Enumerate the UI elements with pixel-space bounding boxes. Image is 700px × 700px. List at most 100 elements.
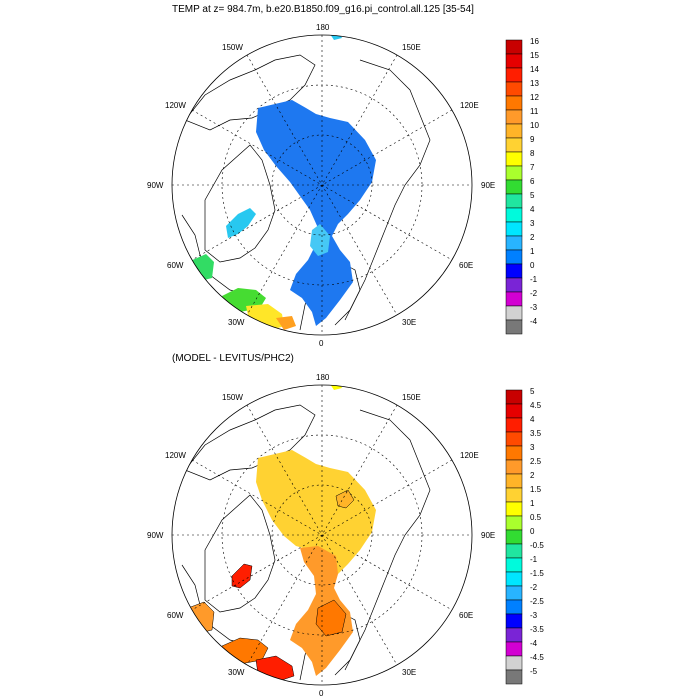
top-panel-title: TEMP at z= 984.7m, b.e20.B1850.f09_g16.p…	[172, 4, 474, 15]
top-colorbar-label: 10	[530, 121, 539, 130]
top-colorbar-swatch	[505, 95, 523, 111]
top-colorbar-label: 12	[530, 93, 539, 102]
bottom-colorbar-label: 3	[530, 443, 535, 452]
bottom-colorbar-swatch	[505, 585, 523, 601]
top-colorbar-swatch	[505, 207, 523, 223]
bottom-coastline-siberia	[344, 409, 431, 671]
top-map-border	[171, 34, 473, 336]
top-colorbar-label: 9	[530, 135, 535, 144]
bottom-field-barents	[315, 599, 347, 637]
bottom-lon-label-30w: 30W	[228, 668, 245, 677]
top-colorbar-swatch	[505, 235, 523, 251]
bottom-lon-label-180: 180	[316, 373, 330, 382]
top-colorbar-swatch	[505, 165, 523, 181]
bottom-colorbar-swatch	[505, 669, 523, 685]
top-colorbar-swatch	[505, 305, 523, 321]
top-colorbar-label: -4	[530, 317, 538, 326]
top-colorbar-swatch	[505, 137, 523, 153]
bottom-lon-label-60e: 60E	[459, 611, 473, 620]
bottom-colorbar-swatch	[505, 403, 523, 419]
top-colorbar-label: 16	[530, 37, 539, 46]
bottom-colorbar-label: 2.5	[530, 457, 542, 466]
top-colorbar-swatch	[505, 53, 523, 69]
bottom-colorbar-label: 2	[530, 471, 535, 480]
top-field-fram-strait	[310, 224, 330, 256]
bottom-colorbar-swatch	[505, 459, 523, 475]
top-colorbar-label: 0	[530, 261, 535, 270]
top-colorbar-label: 3	[530, 219, 535, 228]
bottom-colorbar-label: 1	[530, 499, 535, 508]
top-field-bering	[330, 35, 342, 40]
top-lon-label-180: 180	[316, 23, 330, 32]
bottom-lon-label-0: 0	[319, 689, 324, 698]
top-colorbar-label: 2	[530, 233, 535, 242]
top-colorbar-swatch	[505, 123, 523, 139]
top-colorbar-swatch	[505, 277, 523, 293]
bottom-colorbar-label: 5	[530, 387, 535, 396]
bottom-colorbar-swatch	[505, 445, 523, 461]
bottom-colorbar-label: 1.5	[530, 485, 542, 494]
bottom-colorbar-label: -1	[530, 555, 538, 564]
bottom-field-bering	[330, 385, 342, 390]
top-colorbar-label: -3	[530, 303, 538, 312]
top-colorbar-swatch	[505, 109, 523, 125]
bottom-colorbar-swatch	[505, 529, 523, 545]
bottom-colorbar-label: -1.5	[530, 569, 544, 578]
bottom-lon-label-30e: 30E	[402, 668, 416, 677]
bottom-colorbar-swatch	[505, 515, 523, 531]
top-lon-label-30w: 30W	[228, 318, 245, 327]
top-colorbar-swatch	[505, 67, 523, 83]
bottom-lon-label-150w: 150W	[222, 393, 243, 402]
bottom-map-border	[171, 384, 473, 686]
top-polar-map: 180 150E 150W 120W 120E 90W 90E 60W 60E …	[147, 23, 539, 348]
top-lon-label-120w: 120W	[165, 101, 186, 110]
top-coastline-canada	[184, 54, 316, 131]
top-lon-label-120e: 120E	[460, 101, 479, 110]
top-lon-label-150w: 150W	[222, 43, 243, 52]
top-colorbar-swatch	[505, 39, 523, 55]
bottom-coastline-canada	[184, 404, 316, 481]
bottom-colorbar-swatch	[505, 627, 523, 643]
top-colorbar-swatch	[505, 221, 523, 237]
top-coastline-siberia	[344, 59, 431, 321]
bottom-colorbar-label: 4	[530, 415, 535, 424]
top-colorbar-swatch	[505, 291, 523, 307]
bottom-colorbar-label: -3.5	[530, 625, 544, 634]
top-coastline-greenland	[204, 144, 276, 263]
bottom-lon-label-150e: 150E	[402, 393, 421, 402]
bottom-colorbar-swatch	[505, 557, 523, 573]
bottom-colorbar-label: -4	[530, 639, 538, 648]
bottom-colorbar-swatch	[505, 431, 523, 447]
bottom-colorbar-label: 4.5	[530, 401, 542, 410]
bottom-colorbar-label: -5	[530, 667, 538, 676]
top-colorbar-label: -2	[530, 289, 538, 298]
top-colorbar-swatch	[505, 179, 523, 195]
bottom-colorbar-swatch	[505, 473, 523, 489]
top-colorbar-label: -1	[530, 275, 538, 284]
bottom-colorbar-swatch	[505, 599, 523, 615]
bottom-colorbar-swatch	[505, 641, 523, 657]
bottom-polar-map: 180 150E 150W 120W 120E 90W 90E 60W 60E …	[147, 373, 544, 698]
top-field-labrador-sea	[186, 254, 214, 282]
top-field-arctic-basin	[256, 100, 376, 326]
bottom-lon-label-120w: 120W	[165, 451, 186, 460]
top-lon-label-150e: 150E	[402, 43, 421, 52]
bottom-field-baffin-bay	[231, 563, 253, 589]
top-colorbar-swatch	[505, 263, 523, 279]
top-colorbar-label: 11	[530, 107, 539, 116]
bottom-lon-label-90e: 90E	[481, 531, 495, 540]
bottom-colorbar-swatch	[505, 571, 523, 587]
bottom-colorbar-label: 3.5	[530, 429, 542, 438]
top-colorbar-label: 13	[530, 79, 539, 88]
bottom-lon-label-60w: 60W	[167, 611, 184, 620]
bottom-colorbar-label: 0	[530, 527, 535, 536]
bottom-colorbar-swatch	[505, 613, 523, 629]
top-lon-label-0: 0	[319, 339, 324, 348]
bottom-field-arctic-basin	[256, 450, 376, 574]
top-meridians	[172, 35, 472, 335]
top-colorbar-label: 14	[530, 65, 539, 74]
top-colorbar-label: 15	[530, 51, 539, 60]
top-colorbar-label: 5	[530, 191, 535, 200]
bottom-colorbar-swatch	[505, 543, 523, 559]
